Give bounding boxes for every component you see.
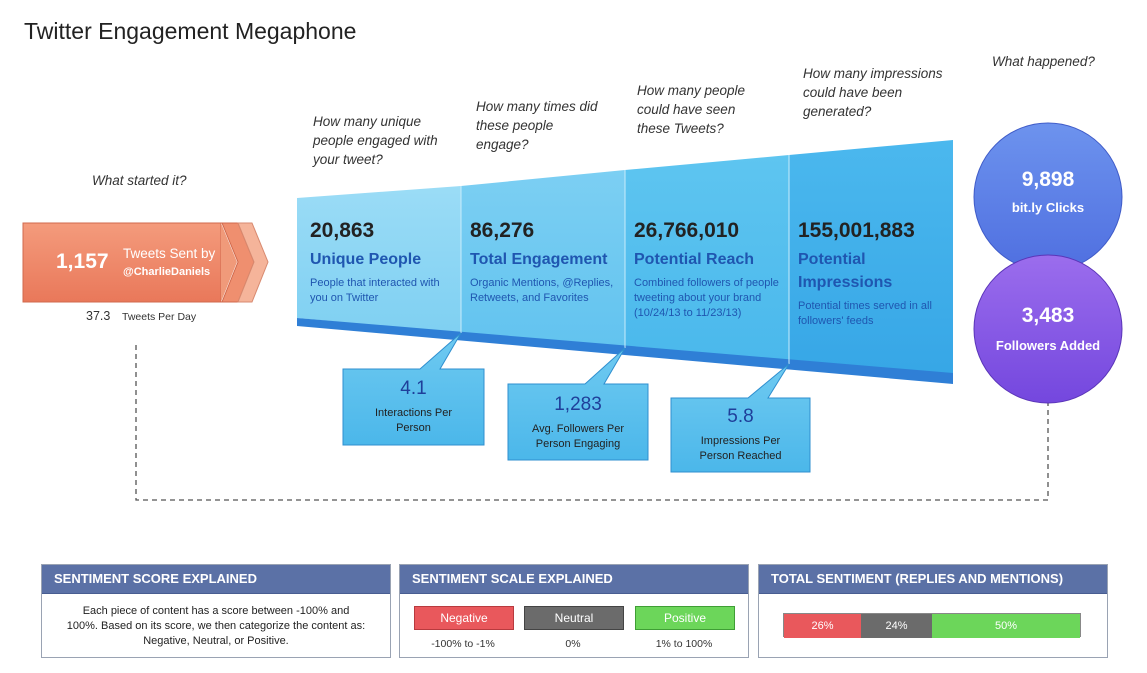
question-impressions: How many impressions could have been gen… <box>803 66 943 119</box>
panel-text: Each piece of content has a score betwee… <box>66 605 366 647</box>
panel-title: SENTIMENT SCALE EXPLAINED <box>400 565 748 594</box>
tweet-box <box>22 222 222 303</box>
panel-title: SENTIMENT SCORE EXPLAINED <box>42 565 390 594</box>
funnel-unique-people: 20,863 Unique People People that interac… <box>310 219 455 306</box>
funnel-segment-3 <box>625 155 789 364</box>
funnel-desc: People that interacted with you on Twitt… <box>310 277 440 304</box>
tweets-per-day-label: Tweets Per Day <box>122 311 197 323</box>
funnel-value: 20,863 <box>310 219 375 242</box>
question-started: What started it? <box>92 173 187 188</box>
funnel-value: 155,001,883 <box>798 219 915 242</box>
funnel-desc: Organic Mentions, @Replies, Retweets, an… <box>470 277 614 304</box>
funnel-segment-2 <box>461 170 625 348</box>
callout-value: 4.1 <box>400 378 427 399</box>
callout-text: Impressions Per Person Reached <box>699 435 782 462</box>
funnel-label: Total Engagement <box>470 251 608 268</box>
scale-positive: Positive <box>635 606 735 630</box>
funnel-desc: Combined followers of people tweeting ab… <box>634 277 779 319</box>
callout-3-shape <box>670 363 811 473</box>
callout-interactions: 4.1 Interactions Per Person <box>343 378 484 436</box>
callout-text: Interactions Per Person <box>374 407 453 434</box>
question-seen: How many people could have seen these Tw… <box>637 83 746 136</box>
tweets-label: Tweets Sent by <box>123 246 216 261</box>
circle-followers <box>973 254 1123 404</box>
callout-avg-followers: 1,283 Avg. Followers Per Person Engaging <box>508 394 648 452</box>
callout-text: Avg. Followers Per Person Engaging <box>531 423 625 450</box>
question-unique: How many unique people engaged with your… <box>313 114 438 167</box>
callout-value: 5.8 <box>727 406 754 427</box>
tweets-count: 1,157 <box>56 250 109 273</box>
tweets-handle: @CharlieDaniels <box>123 266 211 278</box>
sentiment-positive-segment: 50% <box>932 614 1080 638</box>
circle-label: Followers Added <box>995 338 1101 353</box>
panel-total-sentiment: TOTAL SENTIMENT (REPLIES AND MENTIONS) 2… <box>758 564 1108 658</box>
scale-negative: Negative <box>414 606 514 630</box>
funnel-label: Unique People <box>310 251 422 268</box>
funnel-label: Potential Impressions <box>798 251 893 291</box>
panel-sentiment-score: SENTIMENT SCORE EXPLAINED Each piece of … <box>41 564 391 658</box>
callout-value: 1,283 <box>554 394 602 415</box>
callout-2-shape <box>507 347 649 461</box>
callout-1-shape <box>342 332 485 446</box>
funnel-label: Potential Reach <box>634 251 755 268</box>
sentiment-bar: 26% 24% 50% <box>783 613 1081 638</box>
tweet-chevron-2 <box>237 222 269 303</box>
scale-positive-range: 1% to 100% <box>655 638 713 650</box>
question-times: How many times did these people engage? <box>476 99 598 152</box>
funnel-value: 86,276 <box>470 219 535 242</box>
tweets-per-day-value: 37.3 <box>86 309 111 323</box>
circle-label: bit.ly Clicks <box>1011 200 1085 215</box>
funnel-bottom-band <box>297 318 953 384</box>
circle-clicks-text: 9,898 bit.ly Clicks <box>974 168 1122 215</box>
panel-sentiment-scale: SENTIMENT SCALE EXPLAINED Negative Neutr… <box>399 564 749 658</box>
circle-value: 9,898 <box>1021 168 1075 191</box>
sentiment-neutral-segment: 24% <box>860 614 932 638</box>
funnel-potential-reach: 26,766,010 Potential Reach Combined foll… <box>634 219 784 321</box>
scale-negative-range: -100% to -1% <box>431 638 495 650</box>
funnel-desc: Potential times served in all followers'… <box>798 300 932 327</box>
panel-title: TOTAL SENTIMENT (REPLIES AND MENTIONS) <box>759 565 1107 594</box>
scale-neutral-range: 0% <box>565 638 581 650</box>
page-title: Twitter Engagement Megaphone <box>24 18 357 44</box>
callout-impressions: 5.8 Impressions Per Person Reached <box>671 406 810 464</box>
circle-followers-text: 3,483 Followers Added <box>974 304 1122 353</box>
funnel-value: 26,766,010 <box>634 219 740 242</box>
funnel-potential-impressions: 155,001,883 Potential Impressions Potent… <box>798 219 946 329</box>
funnel-total-engagement: 86,276 Total Engagement Organic Mentions… <box>470 219 618 306</box>
question-happened: What happened? <box>992 54 1095 69</box>
circle-value: 3,483 <box>1021 304 1075 327</box>
scale-neutral: Neutral <box>524 606 624 630</box>
sentiment-negative-segment: 26% <box>784 614 861 638</box>
funnel-segment-1 <box>297 186 461 333</box>
funnel-segment-4 <box>789 140 953 380</box>
